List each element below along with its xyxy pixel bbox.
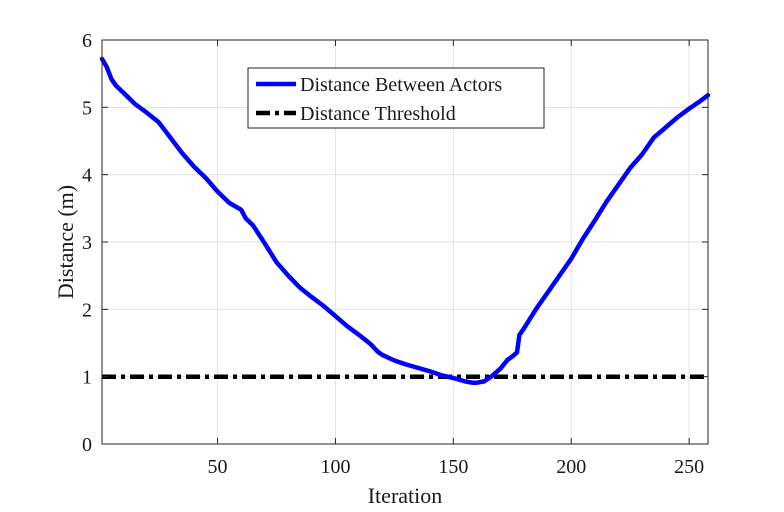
tick-labels: 50 100 150 200 250 0 1 2 3 4 5 6: [82, 30, 704, 478]
x-tick-label: 150: [438, 456, 468, 478]
ticks: [102, 39, 708, 445]
x-tick-label: 50: [208, 456, 228, 478]
x-tick-label: 250: [674, 456, 704, 478]
legend-label-distance-threshold: Distance Threshold: [300, 103, 456, 125]
series-line-distance-between-actors: [99, 56, 711, 385]
y-tick-label: 1: [82, 367, 92, 389]
series-layer: [99, 56, 711, 385]
x-axis-label: Iteration: [368, 483, 443, 508]
legend: Distance Between Actors Distance Thresho…: [247, 67, 545, 129]
y-tick-label: 5: [82, 97, 92, 119]
x-tick-label: 200: [556, 456, 586, 478]
y-tick-label: 3: [82, 232, 92, 254]
legend-box: [247, 67, 545, 129]
y-axis-label: Distance (m): [53, 185, 78, 299]
y-tick-label: 6: [82, 30, 92, 52]
legend-label-distance-between-actors: Distance Between Actors: [300, 74, 502, 96]
x-tick-label: 100: [320, 456, 350, 478]
y-tick-label: 0: [82, 434, 92, 456]
y-tick-label: 2: [82, 299, 92, 321]
y-tick-label: 4: [82, 165, 92, 187]
